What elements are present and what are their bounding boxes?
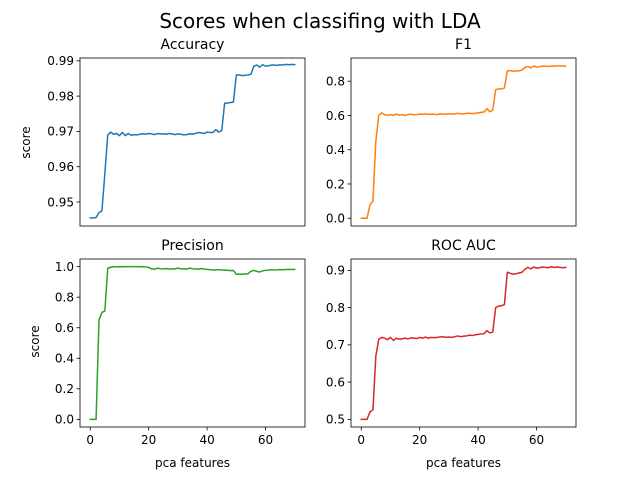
y-tick-label: 0.5: [326, 413, 345, 427]
subplot-title: ROC AUC: [431, 238, 496, 254]
subplot-title: Precision: [161, 238, 223, 254]
accuracy-marks: 0.95 0.96 0.97 0.98 0.99: [47, 54, 306, 227]
y-tick-label: 0.8: [326, 75, 345, 89]
y-tick-label: 0.6: [326, 109, 345, 123]
x-tick-label: 0: [357, 433, 365, 447]
subplot-title: Accuracy: [161, 37, 225, 53]
roc-auc-marks: 0.5 0.6 0.7 0.8 0.9 0 20 40 60: [326, 258, 577, 447]
x-tick-label: 20: [412, 433, 427, 447]
axes-frame: [350, 57, 577, 227]
axes-frame: [79, 57, 306, 227]
y-tick-label: 0.8: [55, 290, 74, 304]
y-tick-label: 0.0: [55, 413, 74, 427]
subplot-f1: F1 0.0 0.2 0.4 0.6 0.8: [326, 37, 577, 227]
y-tick-label: 0.2: [55, 382, 74, 396]
x-axis-label: pca features: [155, 456, 230, 470]
series-line: [360, 65, 567, 219]
y-tick-label: 0.2: [326, 177, 345, 191]
series-line: [89, 63, 296, 219]
f1-marks: 0.0 0.2 0.4 0.6 0.8: [326, 57, 577, 227]
y-tick-label: 0.8: [326, 301, 345, 315]
y-axis-label: score: [19, 126, 33, 158]
y-tick-label: 0.4: [55, 352, 74, 366]
y-tick-label: 0.6: [55, 321, 74, 335]
x-tick-label: 0: [86, 433, 94, 447]
subplot-accuracy: Accuracy score 0.95 0.96 0.97 0.98 0.99: [19, 37, 306, 227]
series-line: [360, 265, 567, 421]
y-axis-label: score: [28, 325, 42, 357]
x-tick-label: 40: [199, 433, 214, 447]
x-axis-label: pca features: [426, 456, 501, 470]
y-tick-label: 0.6: [326, 375, 345, 389]
y-tick-label: 0.97: [47, 125, 74, 139]
subplot-precision: Precision score pca features 0.00.20.40.…: [28, 238, 306, 470]
y-tick-label: 0.9: [326, 264, 345, 278]
y-tick-label: 0.7: [326, 338, 345, 352]
y-tick-label: 0.0: [326, 212, 345, 226]
axes-frame: [79, 258, 306, 428]
x-tick-label: 20: [141, 433, 156, 447]
subplot-roc-auc: ROC AUC pca features 0.5 0.6 0.7 0.8 0.9 0 20 4…: [326, 238, 577, 470]
y-tick-label: 0.98: [47, 89, 74, 103]
y-tick-label: 0.99: [47, 54, 74, 68]
x-tick-label: 40: [470, 433, 485, 447]
y-tick-label: 1.0: [55, 260, 74, 274]
y-tick-label: 0.4: [326, 143, 345, 157]
precision-marks: 0.0 0.2 0.4 0.6 0.8 1.0 0 20 40 60: [55, 258, 306, 447]
series-line: [89, 265, 296, 421]
figure-title: Scores when classifing with LDA: [159, 9, 481, 33]
subplot-title: F1: [455, 37, 472, 53]
axes-frame: [350, 258, 577, 428]
y-tick-label: 0.95: [47, 195, 74, 209]
x-tick-label: 60: [529, 433, 544, 447]
y-tick-label: 0.96: [47, 160, 74, 174]
x-tick-label: 60: [258, 433, 273, 447]
